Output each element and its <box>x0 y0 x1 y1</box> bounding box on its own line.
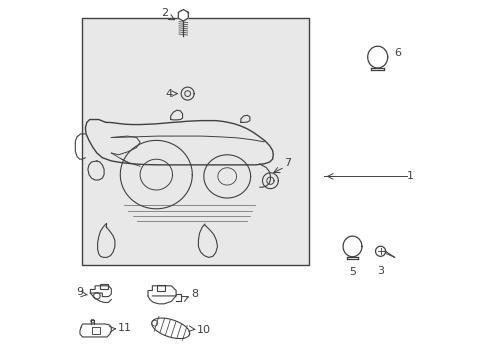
Bar <box>101 284 107 289</box>
Text: 2: 2 <box>161 8 168 18</box>
Text: 6: 6 <box>393 48 400 58</box>
Text: 7: 7 <box>284 158 291 168</box>
Text: 3: 3 <box>376 266 383 276</box>
Bar <box>82 18 309 265</box>
Text: 11: 11 <box>118 323 132 333</box>
Text: 10: 10 <box>197 325 211 336</box>
Bar <box>92 327 100 334</box>
Text: 5: 5 <box>348 267 355 277</box>
Polygon shape <box>178 9 188 21</box>
Text: 8: 8 <box>191 289 198 300</box>
Text: 1: 1 <box>406 171 413 181</box>
Text: 4: 4 <box>165 89 172 99</box>
Text: 9: 9 <box>76 287 83 297</box>
Bar <box>157 285 164 291</box>
